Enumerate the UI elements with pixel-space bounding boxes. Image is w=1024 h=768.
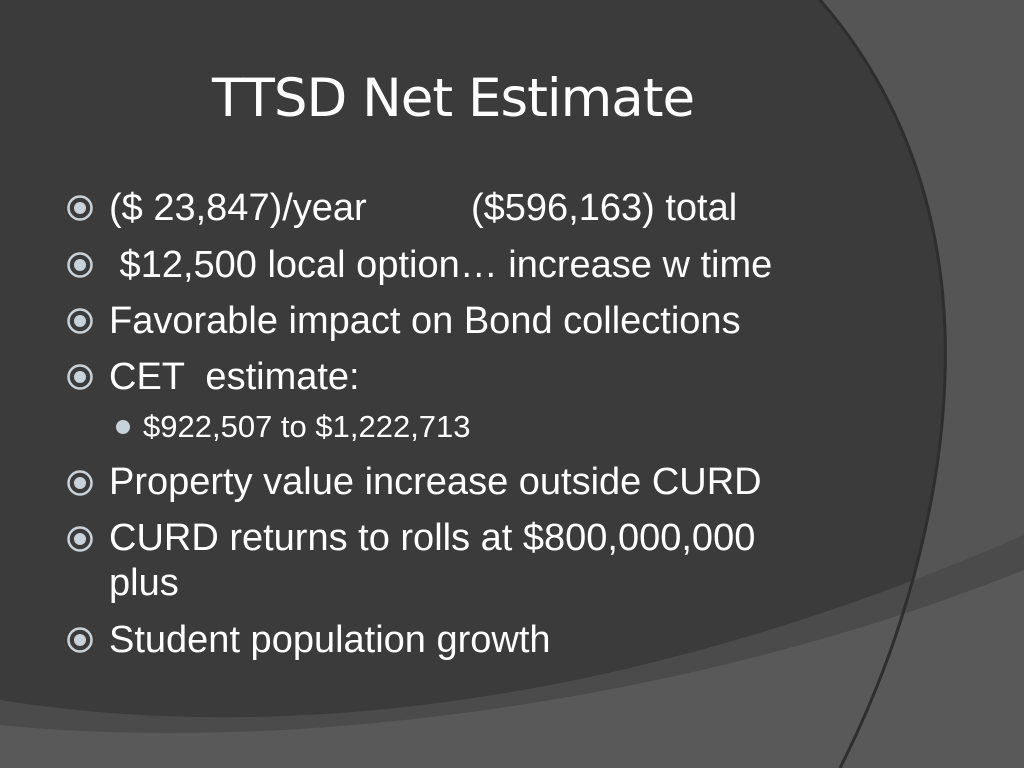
bullet-item-3: Favorable impact on Bond collections — [109, 297, 741, 345]
bullet-item-7: Student population growth — [109, 616, 551, 664]
bullet-item-1-text: ($ 23,847)/year — [109, 187, 367, 229]
bullet-item-6-continuation: plus — [109, 559, 179, 607]
target-bullet-icon — [67, 470, 93, 496]
target-bullet-icon — [67, 627, 93, 653]
bullet-item-4-text: CET estimate: — [109, 356, 360, 398]
target-bullet-icon — [67, 308, 93, 334]
bullet-item-6: CURD returns to rolls at $800,000,000 — [109, 514, 755, 562]
bullet-item-5-text: Property value increase outside CURD — [109, 461, 762, 503]
bullet-item-2: $12,500 local option… increase w time — [109, 241, 773, 289]
bullet-item-6-text-line2: plus — [109, 562, 179, 604]
target-bullet-icon — [67, 252, 93, 278]
bullet-item-4: CET estimate: — [109, 353, 360, 401]
sub-bullet-item-1-text: $922,507 to $1,222,713 — [143, 409, 471, 444]
target-bullet-icon — [67, 195, 93, 221]
target-bullet-icon — [67, 526, 93, 552]
bullet-item-7-text: Student population growth — [109, 619, 551, 661]
bullet-item-3-text: Favorable impact on Bond collections — [109, 300, 741, 342]
slide-title: TTSD Net Estimate — [212, 68, 695, 129]
bullet-item-6-text: CURD returns to rolls at $800,000,000 — [109, 517, 756, 559]
sub-bullet-item-1: $922,507 to $1,222,713 — [143, 407, 471, 447]
dot-bullet-icon — [116, 420, 130, 434]
bullet-item-1-total: ($596,163) total — [471, 187, 738, 229]
bullet-item-5: Property value increase outside CURD — [109, 458, 762, 506]
target-bullet-icon — [67, 364, 93, 390]
bullet-item-2-text: $12,500 local option… increase w time — [109, 244, 773, 286]
bullet-item-1: ($ 23,847)/year ($596,163) total — [109, 184, 737, 232]
